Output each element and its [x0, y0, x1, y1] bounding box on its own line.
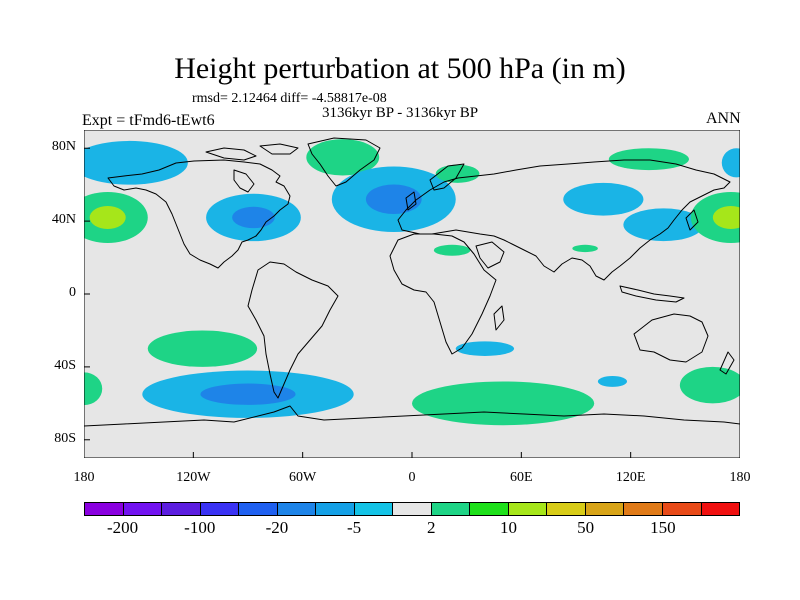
lon-label: 60W — [289, 470, 317, 485]
anomaly-negative-asia — [563, 182, 644, 216]
anomaly-positive-arctic-siberia — [435, 164, 480, 183]
colorbar-bin — [508, 503, 548, 515]
colorbar-bin — [85, 503, 124, 515]
lat-label: 40N — [51, 212, 76, 228]
colorbar-bin — [277, 503, 317, 515]
colorbar-bin — [393, 503, 432, 515]
colorbar-label: -100 — [184, 518, 216, 537]
colorbar — [84, 502, 740, 516]
anomaly-negative-north-america-core — [232, 206, 275, 229]
colorbar-label: -5 — [347, 518, 362, 537]
colorbar-bin — [585, 503, 625, 515]
coastline-eurasia — [397, 159, 731, 281]
anomaly-negative-japan — [623, 208, 704, 242]
season-label: ANN — [706, 110, 741, 127]
coastline-hudson-bay — [233, 169, 255, 193]
coastline-japan — [685, 209, 699, 231]
plot-title: Height perturbation at 500 hPa (in m) — [174, 52, 626, 85]
period-label: 3136kyr BP - 3136kyr BP — [322, 105, 479, 121]
coastline-south-america — [247, 261, 339, 399]
coastline-british-isles — [405, 191, 417, 211]
anomaly-positive-greenland — [306, 139, 380, 176]
colorbar-bin — [162, 503, 201, 515]
anomaly-negative-southern-ocean-pacific-core — [200, 383, 296, 405]
anomaly-positive-south-atlantic-west — [84, 372, 103, 406]
coastline-scandinavia — [429, 163, 465, 191]
map-panel — [84, 130, 740, 458]
colorbar-label: 10 — [499, 518, 517, 537]
anomaly-negative-europe-core — [365, 184, 422, 215]
colorbar-label: 150 — [650, 518, 676, 537]
anomaly-negative-south-indian — [597, 376, 628, 387]
coastline-north-america — [107, 159, 291, 269]
colorbar-bin — [547, 503, 586, 515]
anomaly-negative-bering — [721, 148, 740, 178]
lon-label: 0 — [408, 470, 416, 485]
colorbar-label: 2 — [427, 518, 436, 537]
anomaly-positive-southern-ocean-indian — [412, 381, 595, 426]
anomaly-positive-north-pacific-west-core — [89, 205, 126, 229]
colorbar-bin — [354, 503, 394, 515]
colorbar-bin — [239, 503, 278, 515]
lon-label: 180 — [73, 470, 95, 485]
coastline-antarctica — [84, 405, 740, 427]
colorbar-bin — [123, 503, 163, 515]
lon-label: 180 — [729, 470, 751, 485]
colorbar-bin — [662, 503, 702, 515]
coastline-indonesia — [619, 285, 685, 303]
anomaly-positive-east-siberia — [608, 148, 689, 171]
anomaly-positive-north-pacific-east-core — [712, 205, 740, 229]
anomaly-positive-south-pacific-east — [679, 366, 740, 404]
colorbar-bin — [470, 503, 509, 515]
anomaly-negative-north-pacific — [84, 140, 188, 185]
coastline-africa — [389, 233, 497, 355]
lon-label: 120W — [176, 470, 211, 485]
lat-label: 40S — [54, 357, 76, 373]
coastline-new-zealand — [719, 351, 735, 375]
experiment-label: Expt = tFmd6-tEwt6 — [82, 112, 215, 129]
coastline-canadian-arctic — [205, 143, 299, 161]
colorbar-bin — [624, 503, 663, 515]
coastline-australia — [633, 313, 709, 363]
lat-label: 80S — [54, 430, 76, 446]
lon-label: 60E — [510, 470, 533, 485]
coastline-greenland — [307, 137, 381, 187]
coastline-madagascar — [493, 305, 505, 331]
colorbar-bin — [431, 503, 471, 515]
lat-label: 80N — [51, 139, 76, 155]
colorbar-label: -200 — [106, 518, 139, 537]
stats-label: rmsd= 2.12464 diff= -4.58817e-08 — [192, 91, 387, 106]
colorbar-bin — [701, 503, 740, 515]
lon-label: 120E — [615, 470, 646, 485]
colorbar-label: 50 — [577, 518, 595, 537]
coastline-arabia — [475, 241, 505, 269]
colorbar-label: -20 — [265, 518, 289, 537]
colorbar-bin — [200, 503, 240, 515]
anomaly-negative-south-africa — [455, 341, 515, 356]
colorbar-bin — [316, 503, 355, 515]
anomaly-positive-arabia — [572, 244, 598, 253]
anomaly-positive-north-africa — [433, 244, 471, 256]
anomaly-positive-south-pacific — [147, 330, 258, 367]
lat-label: 0 — [69, 285, 76, 300]
